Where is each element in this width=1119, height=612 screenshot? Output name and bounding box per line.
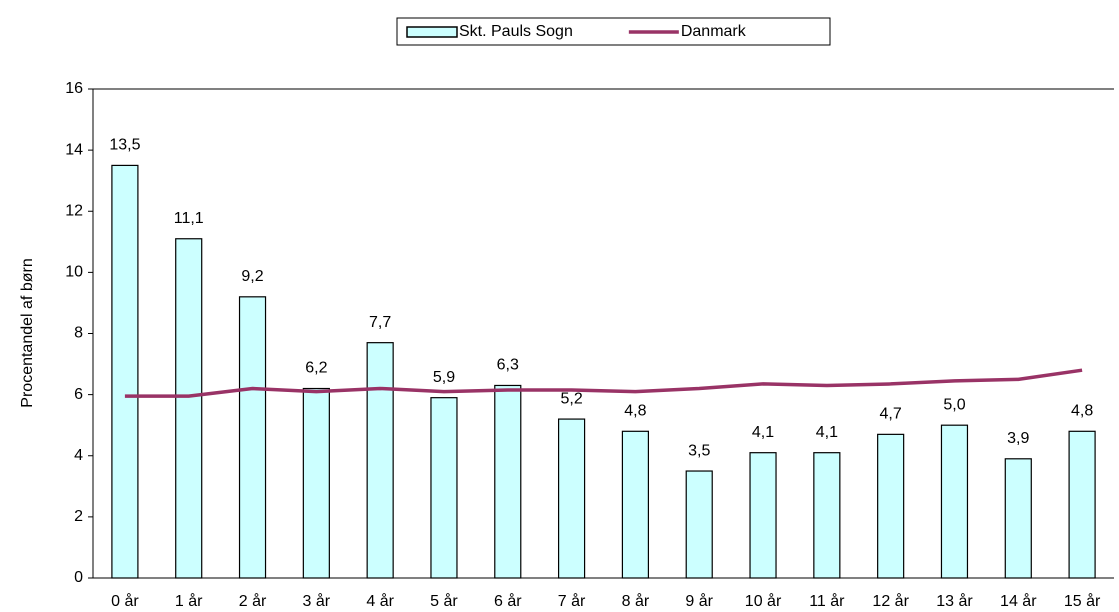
bar bbox=[430, 397, 458, 579]
y-tick-label: 2 bbox=[74, 508, 83, 525]
y-axis-label: Procentandel af børn bbox=[19, 258, 36, 407]
legend-swatch bbox=[406, 26, 458, 38]
x-tick-label: 3 år bbox=[303, 592, 331, 610]
value-label: 4,8 bbox=[624, 403, 646, 420]
x-tick-label: 1 år bbox=[175, 592, 203, 610]
bar bbox=[813, 452, 841, 579]
line bbox=[124, 368, 1083, 398]
x-tick-label: 8 år bbox=[622, 592, 650, 610]
value-label: 6,3 bbox=[497, 357, 519, 374]
x-tick-label: 5 år bbox=[430, 592, 458, 610]
bar bbox=[749, 452, 777, 579]
value-label: 6,2 bbox=[305, 360, 327, 377]
value-label: 11,1 bbox=[174, 210, 204, 227]
bar bbox=[621, 430, 650, 579]
y-tick-label: 10 bbox=[65, 264, 83, 281]
x-tick-label: 11 år bbox=[809, 592, 845, 610]
x-tick-label: 0 år bbox=[111, 592, 139, 610]
bar bbox=[111, 164, 139, 579]
x-tick-label: 14 år bbox=[1000, 592, 1037, 610]
value-label: 9,2 bbox=[241, 268, 263, 285]
value-label: 5,2 bbox=[560, 390, 582, 407]
x-tick-label: 10 år bbox=[745, 592, 782, 610]
value-label: 7,7 bbox=[369, 314, 391, 331]
value-label: 3,9 bbox=[1007, 430, 1029, 447]
bar bbox=[1004, 458, 1032, 579]
bar bbox=[302, 387, 330, 579]
value-label: 4,1 bbox=[752, 424, 774, 441]
bar bbox=[1068, 430, 1096, 579]
y-tick-label: 12 bbox=[65, 202, 83, 219]
legend-box bbox=[396, 17, 831, 46]
value-label: 3,5 bbox=[688, 442, 710, 459]
y-tick-label: 6 bbox=[74, 386, 83, 403]
bar bbox=[685, 470, 713, 579]
y-tick-label: 4 bbox=[74, 447, 83, 464]
x-tick-label: 7 år bbox=[558, 592, 586, 610]
bar bbox=[494, 384, 522, 579]
bar bbox=[366, 342, 394, 579]
legend-label: Skt. Pauls Sogn bbox=[459, 23, 573, 40]
x-tick-label: 6 år bbox=[494, 592, 522, 610]
value-label: 4,1 bbox=[816, 424, 838, 441]
x-tick-label: 13 år bbox=[936, 592, 973, 610]
bar bbox=[940, 424, 969, 579]
x-tick-label: 12 år bbox=[872, 592, 909, 610]
x-tick-label: 15 år bbox=[1064, 592, 1101, 610]
y-tick-label: 8 bbox=[74, 325, 83, 342]
value-label: 5,0 bbox=[943, 396, 965, 413]
y-tick-label: 16 bbox=[65, 80, 83, 97]
legend-label: Danmark bbox=[681, 23, 747, 40]
y-tick-label: 14 bbox=[65, 141, 83, 158]
x-tick-label: 4 år bbox=[366, 592, 394, 610]
value-label: 5,9 bbox=[433, 369, 455, 386]
bar bbox=[175, 238, 203, 579]
x-tick-label: 2 år bbox=[239, 592, 267, 610]
value-label: 13,5 bbox=[109, 137, 140, 154]
y-tick-label: 0 bbox=[74, 569, 83, 586]
value-label: 4,8 bbox=[1071, 403, 1093, 420]
bar bbox=[238, 296, 267, 579]
value-label: 4,7 bbox=[880, 406, 902, 423]
bar bbox=[557, 418, 586, 579]
x-tick-label: 9 år bbox=[685, 592, 713, 610]
bar bbox=[877, 433, 905, 579]
